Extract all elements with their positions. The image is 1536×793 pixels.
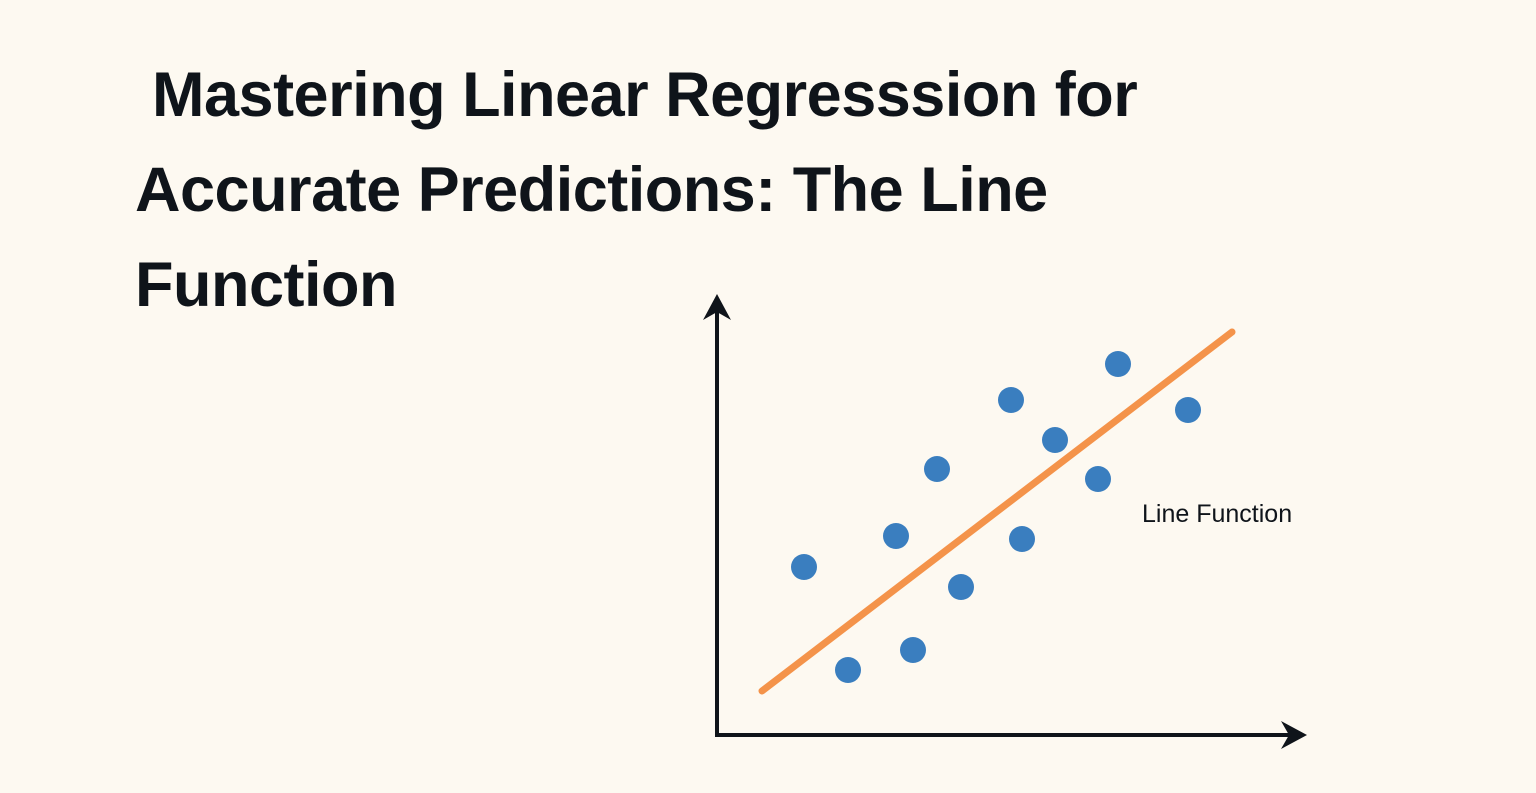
point [1009,526,1035,552]
point [1085,466,1111,492]
point [835,657,861,683]
point [900,637,926,663]
x-arrow [1281,721,1307,749]
point [924,456,950,482]
point [998,387,1024,413]
page-title: Mastering Linear Regresssion for Accurat… [135,60,1152,320]
point [1105,351,1131,377]
point [948,574,974,600]
y-arrow [703,294,731,320]
line-label: Line Function [1142,500,1292,528]
point [1175,397,1201,423]
point [883,523,909,549]
regression-line [758,328,1236,695]
point [791,554,817,580]
point [1042,427,1068,453]
points [791,351,1201,683]
